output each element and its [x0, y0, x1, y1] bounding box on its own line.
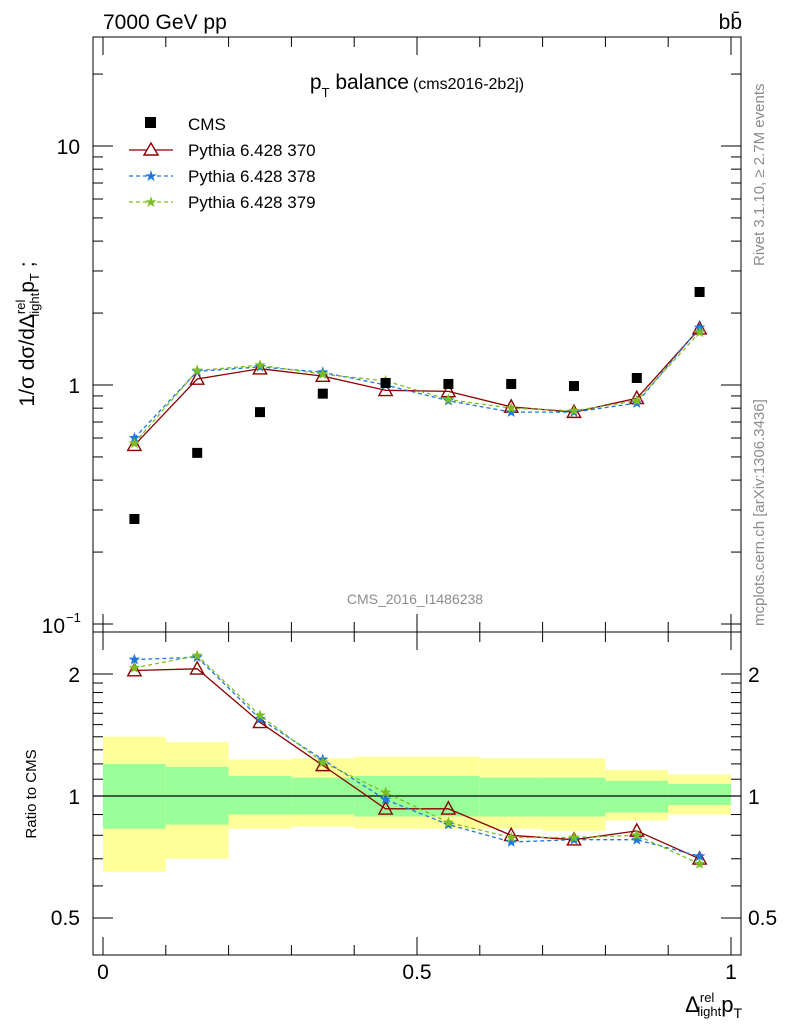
- ratio-tick-label-0.5: 0.5: [51, 907, 80, 930]
- main-tick-label-1: 1: [68, 375, 80, 398]
- ratio-point-pythia-370: [126, 662, 143, 677]
- ratio-band-inner: [542, 777, 606, 817]
- ratio-point-pythia-370: [252, 713, 268, 729]
- legend-marker-cms: [145, 117, 156, 128]
- ratio-point-pythia-6.428-378: [693, 850, 706, 862]
- main-ylabel: 1/σ dσ/dΔrellightpT ;: [13, 261, 42, 406]
- ratio-point-pythia-6.428-379: [254, 709, 266, 721]
- ratio-point-pythia-6.428-378: [505, 836, 517, 847]
- ratio-line-pythia-6.428-379: [134, 654, 700, 865]
- ratio-point-pythia-6.428-378: [128, 653, 141, 665]
- ratio-tick-label-0.5-right: 0.5: [748, 907, 777, 930]
- main-line-pythia-6.428-379: [133, 331, 701, 444]
- main-point-pythia-6.428-379: [254, 359, 266, 371]
- legend-label-cms: CMS: [188, 115, 226, 134]
- ratio-point-pythia-370: [189, 660, 206, 675]
- ratio-point-pythia-6.428-379: [317, 756, 329, 768]
- ratio-band-inner: [479, 777, 543, 817]
- main-point-pythia-370: [189, 370, 206, 385]
- main-panel: pT balance (cms2016-2b2j) CMS_2016_I14862…: [13, 36, 742, 638]
- ratio-ylabel: Ratio to CMS: [23, 749, 40, 838]
- energy-label: 7000 GeV pp: [103, 11, 227, 34]
- x-tick-label-0: 0: [97, 961, 109, 984]
- main-tick-label-0.1: 10: [42, 615, 65, 638]
- legend-label-379: Pythia 6.428 379: [188, 193, 316, 212]
- side-label-bottom: mcplots.cern.ch [arXiv:1306.3436]: [751, 399, 768, 626]
- main-point-pythia-6.428-379: [191, 364, 203, 376]
- ratio-tick-label-2: 2: [68, 664, 80, 687]
- ratio-point-pythia-6.428-378: [254, 712, 266, 724]
- main-point-pythia-6.428-379: [442, 393, 455, 405]
- main-point-pythia-370: [252, 360, 268, 375]
- main-point-cms: [317, 388, 328, 399]
- ratio-line-pythia-6.428-370: [134, 668, 700, 860]
- main-point-pythia-6.428-379: [631, 394, 643, 406]
- main-tick-label-10: 10: [57, 136, 80, 159]
- ratio-point-pythia-6.428-379: [693, 857, 706, 869]
- legend-marker-378: ★: [144, 168, 157, 185]
- legend-label-370: Pythia 6.428 370: [188, 141, 316, 160]
- main-point-pythia-6.428-379: [128, 437, 141, 449]
- plot-title: pT balance (cms2016-2b2j): [310, 71, 524, 100]
- ratio-series: [126, 649, 708, 869]
- legend: CMS Pythia 6.428 370 ★ Pythia 6.428 378 …: [129, 115, 316, 212]
- main-point-pythia-370: [126, 436, 143, 452]
- main-tick-label-exponent: −1: [66, 610, 81, 625]
- ratio-tick-label-1: 1: [68, 786, 80, 809]
- main-series: [126, 286, 708, 524]
- analysis-id: CMS_2016_I1486238: [347, 591, 483, 607]
- x-tick-label-1: 1: [725, 961, 737, 984]
- ratio-ticks: [93, 632, 741, 955]
- ratio-point-pythia-6.428-379: [442, 816, 455, 828]
- ratio-band-inner: [228, 776, 292, 815]
- main-point-pythia-6.428-379: [505, 402, 517, 413]
- ratio-tick-label-2-right: 2: [748, 664, 760, 687]
- ratio-band-inner: [668, 784, 731, 806]
- main-point-pythia-370: [314, 367, 331, 383]
- ratio-tick-label-1-right: 1: [748, 786, 760, 809]
- main-point-cms: [569, 381, 579, 392]
- main-point-cms: [255, 407, 265, 418]
- main-point-pythia-6.428-379: [693, 326, 706, 338]
- ratio-bands: [103, 736, 731, 872]
- main-point-cms: [506, 378, 517, 389]
- ratio-point-pythia-6.428-379: [631, 829, 643, 841]
- ratio-point-pythia-6.428-379: [379, 786, 392, 798]
- ratio-point-pythia-370: [314, 756, 331, 772]
- main-point-cms: [192, 447, 203, 458]
- x-tick-label-0.5: 0.5: [402, 961, 431, 984]
- ratio-point-pythia-370: [377, 800, 394, 815]
- main-line-pythia-6.428-378: [133, 327, 701, 439]
- ratio-point-pythia-6.428-379: [191, 649, 203, 661]
- main-point-cms: [631, 372, 642, 383]
- main-point-cms: [129, 513, 140, 524]
- main-point-pythia-6.428-379: [568, 404, 580, 416]
- process-label: bb̄: [719, 11, 742, 34]
- main-point-cms: [443, 378, 454, 389]
- main-point-pythia-6.428-379: [317, 368, 329, 379]
- legend-marker-379: ★: [144, 194, 157, 211]
- ratio-panel: Ratio to CMS 2 1 0.5 2 1 0.5 0 0.5 1 Δre…: [23, 631, 777, 1021]
- main-point-pythia-6.428-378: [505, 406, 517, 417]
- ratio-point-pythia-6.428-379: [568, 831, 580, 843]
- legend-label-378: Pythia 6.428 378: [188, 167, 316, 186]
- ratio-line-pythia-6.428-378: [134, 656, 700, 857]
- main-point-cms: [694, 286, 705, 297]
- side-label-top: Rivet 3.1.10, ≥ 2.7M events: [751, 84, 768, 267]
- ratio-point-pythia-6.428-379: [505, 831, 517, 843]
- main-line-pythia-6.428-370: [133, 328, 701, 446]
- main-ticks: [93, 37, 741, 632]
- legend-marker-370: [142, 141, 160, 156]
- ratio-point-pythia-6.428-379: [128, 661, 141, 673]
- main-point-cms: [380, 377, 391, 388]
- ratio-point-pythia-370: [440, 800, 457, 815]
- ratio-point-pythia-6.428-378: [631, 833, 643, 845]
- ratio-band-inner: [605, 780, 669, 813]
- ratio-point-pythia-6.428-378: [379, 793, 392, 805]
- x-axis-label: Δrel lightpT: [685, 990, 742, 1021]
